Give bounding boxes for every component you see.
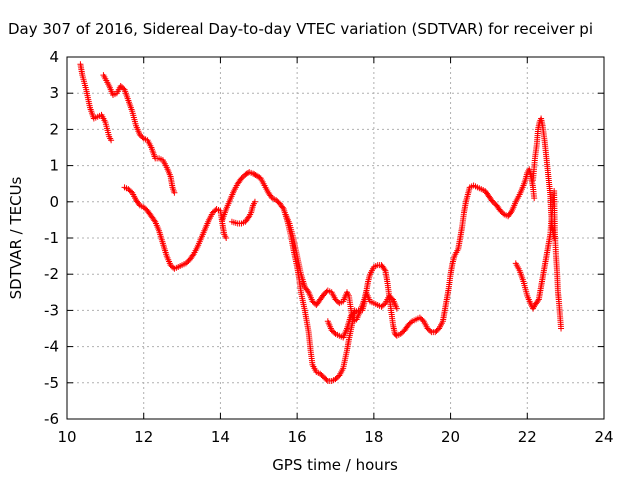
y-tick-label: -1 [44, 229, 59, 247]
data-point [407, 319, 414, 326]
data-point [381, 301, 388, 308]
data-point [223, 235, 230, 241]
data-point [279, 204, 286, 211]
data-points [77, 61, 565, 384]
series-arc-3 [121, 184, 230, 272]
data-point [323, 376, 330, 383]
y-tick-label: 1 [49, 157, 59, 175]
data-point [245, 214, 252, 221]
series-arc-8 [512, 187, 565, 332]
plot-frame [66, 56, 605, 420]
y-tick-label: -6 [44, 410, 59, 428]
y-tick-label: 2 [49, 120, 59, 138]
data-point [335, 373, 342, 380]
series-arc-9 [530, 115, 558, 241]
grid-lines [67, 57, 604, 419]
data-point [171, 189, 178, 196]
data-point [393, 305, 400, 312]
chart-title: Day 307 of 2016, Sidereal Day-to-day VTE… [8, 20, 593, 38]
data-point [250, 170, 257, 177]
x-axis-label: GPS time / hours [272, 456, 398, 474]
data-point [558, 325, 565, 332]
y-tick-label: -5 [44, 374, 59, 392]
y-tick-label: -4 [44, 338, 59, 356]
x-tick-label: 10 [57, 428, 76, 446]
data-point [381, 266, 388, 273]
x-tick-label: 20 [441, 428, 460, 446]
series-arc-5 [228, 198, 258, 227]
data-point [304, 287, 311, 294]
data-point [499, 210, 506, 217]
data-point [531, 195, 538, 202]
data-point [151, 217, 158, 224]
y-tick-label: -2 [44, 265, 59, 283]
data-point [534, 297, 541, 304]
data-point [331, 329, 338, 336]
y-tick-label: -3 [44, 301, 59, 319]
y-tick-label: 4 [49, 48, 59, 66]
data-point [251, 171, 258, 178]
data-point [189, 252, 196, 259]
data-point [551, 235, 558, 241]
series-arc-1 [77, 61, 115, 144]
x-tick-label: 16 [288, 428, 307, 446]
y-axis-label: SDTVAR / TECUs [7, 176, 25, 299]
x-tick-label: 14 [211, 428, 230, 446]
data-point [434, 326, 441, 333]
y-tick-label: 3 [49, 84, 59, 102]
y-tick-label: 0 [49, 193, 59, 211]
data-point [350, 310, 357, 317]
data-point [427, 327, 434, 334]
data-point [127, 188, 134, 195]
x-tick-label: 18 [364, 428, 383, 446]
x-tick-label: 24 [594, 428, 613, 446]
data-point [120, 85, 127, 92]
data-point [108, 137, 115, 144]
data-point [251, 198, 258, 205]
series-arc-7 [324, 166, 538, 341]
data-point [507, 209, 514, 216]
x-tick-label: 22 [518, 428, 537, 446]
x-tick-label: 12 [134, 428, 153, 446]
data-point [419, 317, 426, 324]
series-arc-2 [100, 72, 178, 196]
data-point [139, 134, 146, 141]
